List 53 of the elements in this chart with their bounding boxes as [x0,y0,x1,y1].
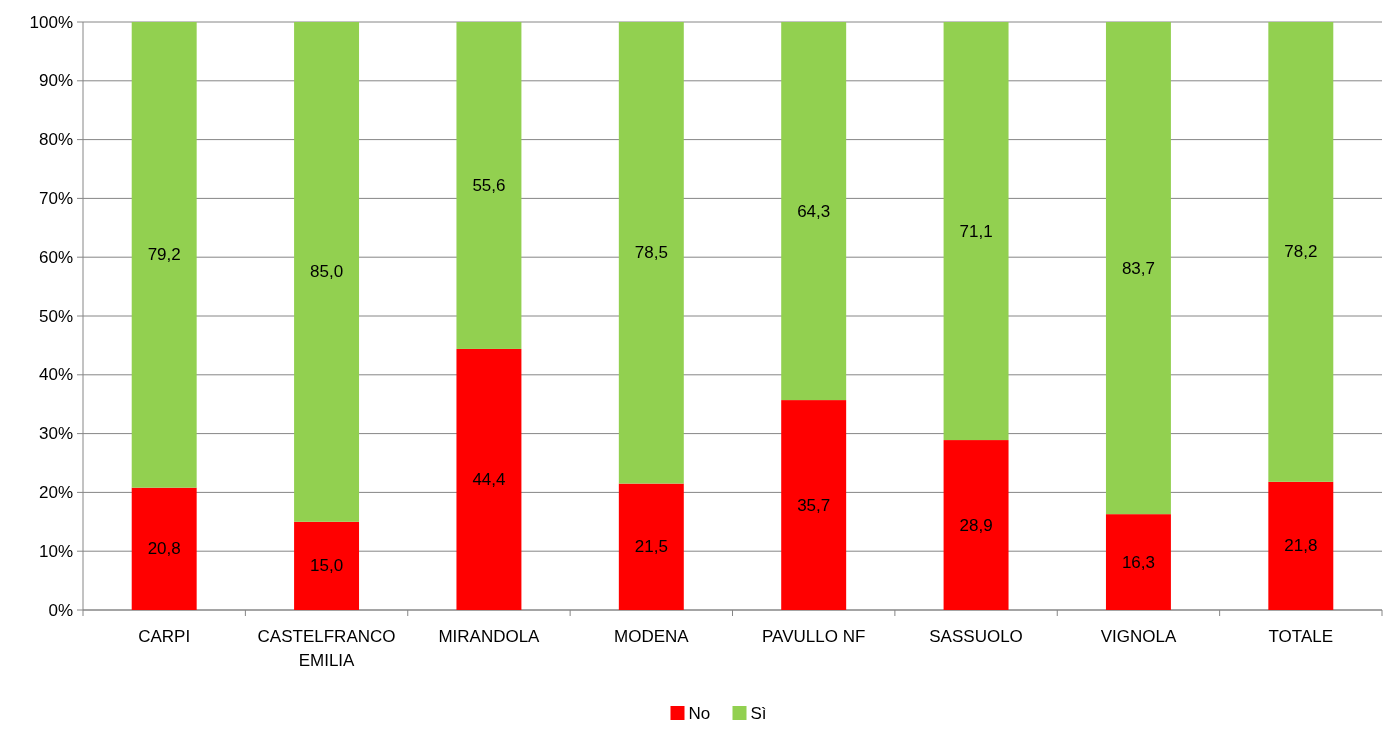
bar [943,440,1009,610]
y-tick-label: 90% [38,71,73,91]
y-tick-label: 70% [38,188,73,208]
bar [1268,22,1334,482]
bar [781,400,847,610]
data-label: 71,1 [959,221,993,241]
y-tick-label: 50% [38,306,73,326]
y-tick-label: 60% [38,247,73,267]
data-label: 78,5 [634,243,668,263]
data-label: 20,8 [147,539,181,559]
bar [131,487,197,610]
y-tick-label: 10% [38,541,73,561]
x-tick-label: MODENA [614,627,690,646]
y-tick-label: 40% [38,365,73,385]
data-label: 35,7 [797,495,831,515]
x-tick-label: SASSUOLO [929,627,1023,646]
bar [1268,481,1334,610]
data-label: 21,5 [634,537,668,557]
y-tick-label: 20% [38,482,73,502]
bar [1105,514,1171,610]
x-tick-label: TOTALE [1268,627,1334,646]
y-tick-label: 100% [29,12,73,32]
data-label: 16,3 [1121,552,1155,572]
data-label: 85,0 [310,262,344,282]
legend-label: Sì [750,703,767,723]
y-tick-label: 80% [38,130,73,150]
x-tick-label: CASTELFRANCO EMILIA [257,627,396,670]
bar [456,348,522,610]
legend-label: No [688,703,711,723]
bar [618,22,684,484]
x-tick-label: MIRANDOLA [438,627,541,646]
x-tick-label: CARPI [138,627,191,646]
y-tick-label: 30% [38,424,73,444]
bar [781,22,847,401]
data-label: 83,7 [1121,258,1155,278]
data-label: 78,2 [1284,242,1318,262]
bar [131,22,197,488]
bar [294,521,360,610]
bar [294,22,360,522]
data-label: 21,8 [1284,536,1318,556]
x-tick-label: PAVULLO NF [762,627,866,646]
data-label: 64,3 [797,201,831,221]
x-tick-label: VIGNOLA [1100,627,1177,646]
data-label: 44,4 [472,469,506,489]
data-label: 55,6 [472,175,506,195]
bar [618,483,684,610]
data-label: 79,2 [147,245,181,265]
bar [456,22,522,349]
bar [1105,22,1171,515]
data-label: 28,9 [959,515,993,535]
bar [943,22,1009,441]
y-tick-label: 0% [48,600,73,620]
data-label: 15,0 [310,556,344,576]
